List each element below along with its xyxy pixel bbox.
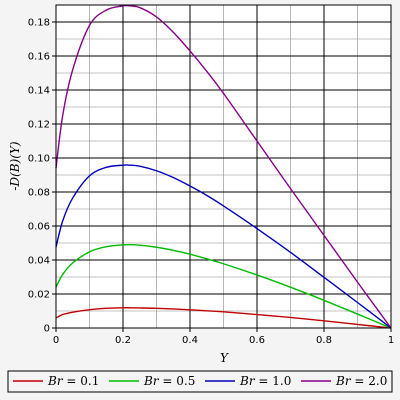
legend-variable: Br — [239, 374, 256, 388]
legend-box — [7, 370, 393, 393]
y-axis-ticks: 0 0.02 0.04 0.06 0.08 0.10 0.12 0.14 0.16 0.18 — [28, 18, 56, 335]
x-axis-ticks: 0 0.2 0.4 0.6 0.8 1 — [53, 328, 394, 346]
y-tick-label: 0 — [44, 324, 50, 335]
legend: Br = 0.1 Br = 0.5 Br = 1.0 Br = 2.0 — [13, 374, 387, 388]
legend-label-4: Br = 2.0 — [335, 374, 387, 388]
x-tick-label: 0.6 — [249, 335, 265, 346]
series-line-3 — [55, 164, 392, 329]
legend-variable: Br — [335, 374, 352, 388]
series-line-4 — [55, 4, 392, 329]
y-tick-label: 0.14 — [28, 86, 50, 97]
series-line-2 — [55, 243, 392, 329]
x-tick-label: 0.8 — [316, 335, 332, 346]
legend-variable: Br — [47, 374, 64, 388]
legend-value: = 2.0 — [351, 374, 388, 388]
series-line-1 — [55, 307, 392, 329]
legend-variable: Br — [143, 374, 160, 388]
legend-label-2: Br = 0.5 — [143, 374, 195, 388]
legend-label-1: Br = 0.1 — [47, 374, 99, 388]
y-tick-label: 0.12 — [28, 120, 50, 131]
legend-value: = 0.5 — [159, 374, 196, 388]
x-tick-label: 0.2 — [115, 335, 131, 346]
y-tick-label: 0.02 — [28, 290, 50, 301]
plot-frame — [55, 4, 392, 329]
x-axis-label: Y — [220, 351, 229, 365]
y-tick-label: 0.18 — [28, 18, 50, 29]
series-group — [55, 4, 392, 329]
y-tick-label: 0.04 — [28, 256, 50, 267]
y-tick-label: 0.06 — [28, 222, 50, 233]
legend-label-3: Br = 1.0 — [239, 374, 291, 388]
y-axis-label: -D(B)(Y) — [8, 141, 22, 190]
legend-value: = 1.0 — [255, 374, 292, 388]
y-tick-label: 0.10 — [28, 154, 50, 165]
x-tick-label: 0.4 — [182, 335, 198, 346]
minor-grid — [56, 5, 391, 328]
y-tick-label: 0.08 — [28, 188, 50, 199]
x-tick-label: 1 — [388, 335, 394, 346]
x-tick-label: 0 — [53, 335, 59, 346]
y-tick-label: 0.16 — [28, 52, 50, 63]
legend-value: = 0.1 — [63, 374, 100, 388]
